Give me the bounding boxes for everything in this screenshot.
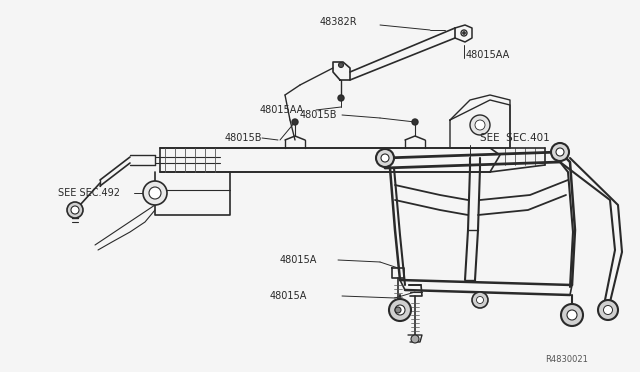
Text: SEE  SEC.401: SEE SEC.401 bbox=[480, 133, 550, 143]
Text: R4830021: R4830021 bbox=[545, 356, 588, 365]
Circle shape bbox=[461, 30, 467, 36]
Circle shape bbox=[604, 305, 612, 314]
Circle shape bbox=[149, 187, 161, 199]
Circle shape bbox=[551, 143, 569, 161]
Circle shape bbox=[71, 206, 79, 214]
Circle shape bbox=[567, 310, 577, 320]
Text: 48015B: 48015B bbox=[300, 110, 337, 120]
Circle shape bbox=[470, 115, 490, 135]
Text: 48015AA: 48015AA bbox=[466, 50, 510, 60]
Circle shape bbox=[477, 296, 483, 304]
Circle shape bbox=[143, 181, 167, 205]
Circle shape bbox=[556, 148, 564, 156]
Circle shape bbox=[395, 305, 405, 315]
Circle shape bbox=[463, 32, 465, 35]
Circle shape bbox=[389, 299, 411, 321]
Circle shape bbox=[339, 62, 344, 67]
Text: 48015B: 48015B bbox=[225, 133, 262, 143]
Circle shape bbox=[411, 335, 419, 343]
Text: 48015AA: 48015AA bbox=[260, 105, 304, 115]
Circle shape bbox=[395, 307, 401, 313]
Text: 48382R: 48382R bbox=[320, 17, 358, 27]
Circle shape bbox=[338, 95, 344, 101]
Circle shape bbox=[598, 300, 618, 320]
Text: SEE SEC.492: SEE SEC.492 bbox=[58, 188, 120, 198]
Circle shape bbox=[561, 304, 583, 326]
Circle shape bbox=[376, 149, 394, 167]
Text: 48015A: 48015A bbox=[280, 255, 317, 265]
Circle shape bbox=[292, 119, 298, 125]
Circle shape bbox=[412, 119, 418, 125]
Circle shape bbox=[475, 120, 485, 130]
Circle shape bbox=[67, 202, 83, 218]
Circle shape bbox=[472, 292, 488, 308]
Text: 48015A: 48015A bbox=[270, 291, 307, 301]
Circle shape bbox=[381, 154, 389, 162]
